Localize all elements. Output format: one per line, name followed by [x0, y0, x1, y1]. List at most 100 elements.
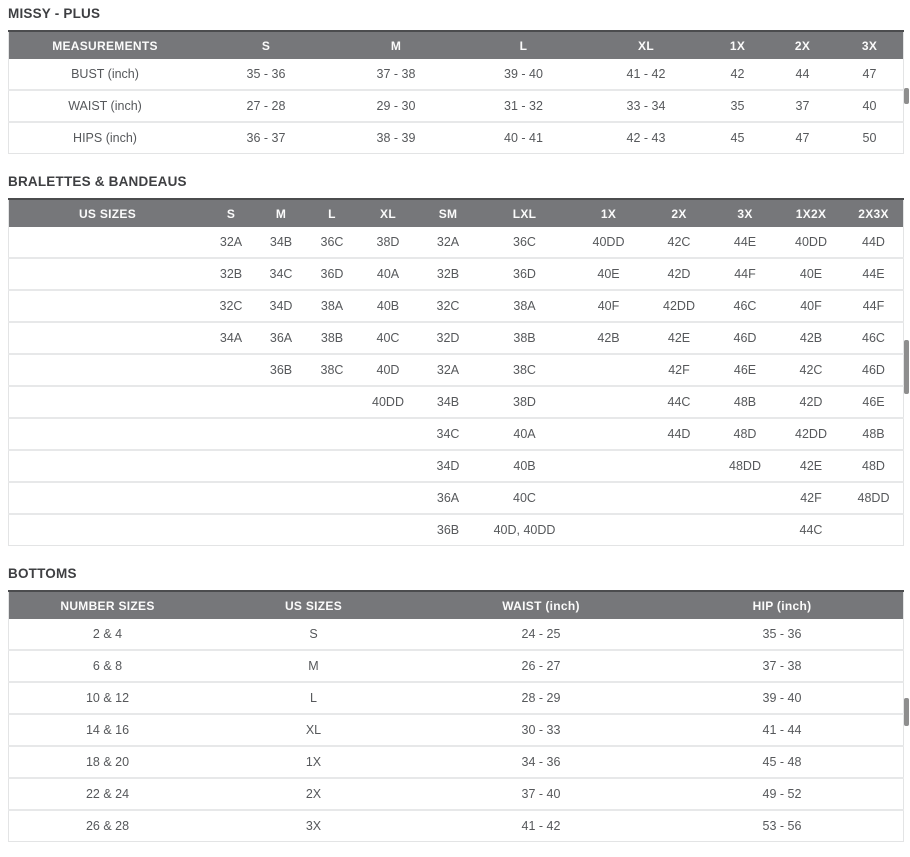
table-cell: 46C [712, 289, 778, 322]
table-cell: 46E [712, 353, 778, 386]
table-row: 32B 34C 36D 40A 32B 36D 40E 42D 44F 40E 44E [8, 257, 904, 290]
table-cell [8, 481, 206, 514]
table-cell [8, 257, 206, 290]
column-header: 2X [646, 198, 712, 227]
column-header: 2X3X [844, 198, 904, 227]
table-cell [206, 385, 256, 418]
table-cell: 42E [778, 449, 844, 482]
table-cell: L [206, 681, 421, 714]
table-cell: 42B [571, 321, 646, 354]
table-cell: 40E [571, 257, 646, 290]
column-header: US SIZES [8, 198, 206, 227]
table-cell: 46D [844, 353, 904, 386]
table-cell: 32C [206, 289, 256, 322]
table-cell: 38C [478, 353, 571, 386]
table-cell [571, 481, 646, 514]
table-cell [206, 417, 256, 450]
table-cell: 34D [418, 449, 478, 482]
table-cell [571, 385, 646, 418]
table-cell: XL [206, 713, 421, 746]
table-cell: 18 & 20 [8, 745, 206, 778]
table-cell: 40A [358, 257, 418, 290]
table-cell: 40DD [795, 235, 827, 249]
section-missy-plus: MISSY - PLUS MEASUREMENTS S M L XL 1X 2X 3X BUST… [8, 6, 904, 154]
table-cell: 44D [646, 417, 712, 450]
column-header: 3X [836, 30, 904, 59]
table-cell [646, 513, 712, 546]
table-cell: 37 - 38 [376, 67, 416, 81]
section-title-bralettes-bandeaus: BRALETTES & BANDEAUS [8, 174, 187, 189]
table-cell [206, 353, 256, 386]
table-cell [571, 449, 646, 482]
column-header: US SIZES [206, 590, 421, 619]
table-cell: 48B [712, 385, 778, 418]
table-cell [8, 417, 206, 450]
table-cell: 32B [206, 257, 256, 290]
table-cell: 48D [712, 417, 778, 450]
header-row: US SIZES S M L XL SM LXL 1X 2X 3X 1X2X 2X3X [8, 198, 904, 227]
table-cell [306, 417, 358, 450]
table-cell [256, 481, 306, 514]
table-cell: 42F [646, 353, 712, 386]
table-cell [712, 513, 778, 546]
table-cell: 48B [844, 417, 904, 450]
table-row: 26 & 28 3X 41 - 42 53 - 56 [8, 809, 904, 842]
column-header: 1X [571, 198, 646, 227]
table-cell: 44F [712, 257, 778, 290]
table-row: 32A 34B 36C 38D 32A 36C 40DD 42C 44E 40DD 44D [9, 227, 904, 258]
table-cell: 42F [778, 481, 844, 514]
table-row: 18 & 20 1X 34 - 36 45 - 48 [8, 745, 904, 778]
table-cell: 41 - 42 [626, 67, 666, 81]
table-cell [306, 481, 358, 514]
table-cell: 37 [769, 89, 836, 122]
table-cell: 40DD [358, 385, 418, 418]
missy-plus-table: MEASUREMENTS S M L XL 1X 2X 3X BUST (inch) 35 - 3… [8, 30, 904, 154]
table-cell: 36C [513, 235, 536, 249]
table-cell: 38B [306, 321, 358, 354]
scrollbar-thumb[interactable] [904, 88, 909, 104]
table-cell: 32C [418, 289, 478, 322]
bralettes-bandeaus-table: US SIZES S M L XL SM LXL 1X 2X 3X 1X2X 2X3X 32A 34B 36… [8, 198, 904, 546]
table-row: BUST (inch) 35 - 36 37 - 38 39 - 40 41 - 42 4… [9, 59, 904, 90]
scrollbar-thumb[interactable] [904, 698, 909, 726]
table-cell: 28 - 29 [421, 681, 661, 714]
table-cell: 44E [844, 257, 904, 290]
table-cell: 42C [667, 235, 691, 249]
table-cell [844, 513, 904, 546]
table-cell: 1X [206, 745, 421, 778]
table-cell: HIPS (inch) [8, 121, 201, 154]
table-cell: 36B [418, 513, 478, 546]
table-cell: 48DD [844, 481, 904, 514]
table-cell: 39 - 40 [504, 67, 543, 81]
table-cell [358, 417, 418, 450]
table-row: HIPS (inch) 36 - 37 38 - 39 40 - 41 42 - 43 4… [8, 121, 904, 154]
table-cell: 26 - 27 [421, 649, 661, 682]
table-cell: 34A [206, 321, 256, 354]
table-cell: 36A [256, 321, 306, 354]
table-cell [256, 417, 306, 450]
table-row: 22 & 24 2X 37 - 40 49 - 52 [8, 777, 904, 810]
table-cell: 36 - 37 [201, 121, 331, 154]
column-header: S [201, 30, 331, 59]
table-cell: 27 - 28 [201, 89, 331, 122]
table-cell [8, 321, 206, 354]
table-cell: 36B [256, 353, 306, 386]
scrollbar-thumb[interactable] [904, 340, 909, 394]
header-row: NUMBER SIZES US SIZES WAIST (inch) HIP (inc… [8, 590, 904, 619]
table-cell: 48D [844, 449, 904, 482]
table-cell: 44 [795, 67, 810, 81]
table-cell: 42DD [646, 289, 712, 322]
table-cell: 46D [712, 321, 778, 354]
table-cell [8, 385, 206, 418]
table-cell: 34 - 36 [421, 745, 661, 778]
table-cell: 42E [646, 321, 712, 354]
table-cell: 40 - 41 [461, 121, 586, 154]
table-row: 10 & 12 L 28 - 29 39 - 40 [8, 681, 904, 714]
column-header: HIP (inch) [661, 590, 904, 619]
table-cell: M [206, 649, 421, 682]
table-cell: 32B [418, 257, 478, 290]
table-cell: 45 - 48 [661, 745, 904, 778]
column-header: M [256, 198, 306, 227]
table-cell: 26 & 28 [8, 809, 206, 842]
table-cell [712, 481, 778, 514]
